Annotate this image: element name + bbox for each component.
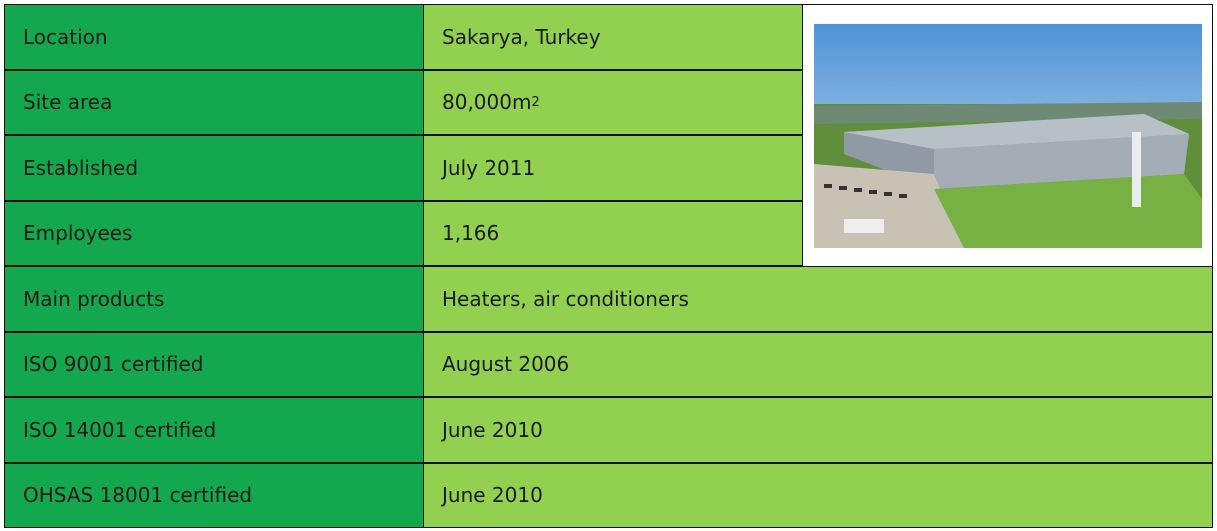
row-value: 1,166	[423, 201, 803, 267]
row-value: August 2006	[423, 332, 1213, 398]
page: {"table": {"rows": [ ["Location", "Sakar…	[0, 0, 1217, 531]
superscript: 2	[531, 95, 539, 110]
row-label: OHSAS 18001 certified	[4, 463, 424, 529]
factory-photo	[814, 24, 1202, 248]
row-value: June 2010	[423, 397, 1213, 463]
row-label: Employees	[4, 201, 424, 267]
row-label: ISO 14001 certified	[4, 397, 424, 463]
row-value: Heaters, air conditioners	[423, 266, 1213, 332]
row-value: June 2010	[423, 463, 1213, 529]
photo-cell	[802, 4, 1213, 267]
row-value: July 2011	[423, 135, 803, 201]
row-label: ISO 9001 certified	[4, 332, 424, 398]
row-value: Sakarya, Turkey	[423, 4, 803, 70]
row-label: Main products	[4, 266, 424, 332]
row-label: Site area	[4, 70, 424, 136]
row-label: Established	[4, 135, 424, 201]
row-label: Location	[4, 4, 424, 70]
value-text: 80,000m	[442, 90, 531, 114]
